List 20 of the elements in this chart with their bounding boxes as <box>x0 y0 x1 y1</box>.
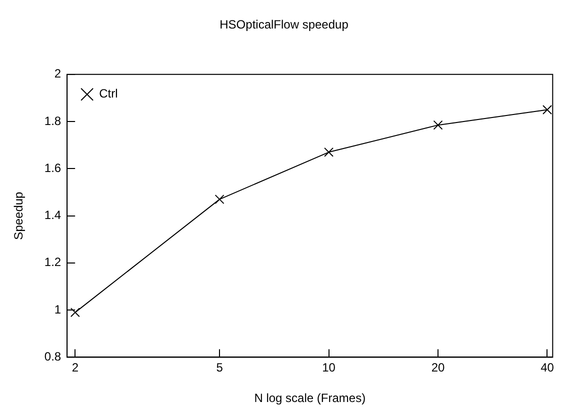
y-tick-label: 0.8 <box>44 350 62 364</box>
point <box>214 194 224 204</box>
point <box>324 147 334 157</box>
x-tick-label: 40 <box>540 360 554 375</box>
y-tick-label: 1.2 <box>44 255 62 270</box>
y-tick-label: 1.4 <box>44 208 62 222</box>
x-tick-label: 10 <box>322 360 336 375</box>
legend-label: Ctrl <box>99 86 118 101</box>
point <box>542 105 552 114</box>
x-tick-label: 2 <box>72 360 79 375</box>
y-tick-label: 1.8 <box>44 114 62 128</box>
y-axis-title: Speedup <box>12 191 26 240</box>
x-tick-label: 20 <box>431 360 446 375</box>
y-tick-label: 1 <box>54 302 62 316</box>
point <box>433 120 443 130</box>
x-axis-title: N log scale (Frames) <box>254 391 366 406</box>
x-tick-label: 5 <box>216 360 224 375</box>
y-tick-label: 1.6 <box>44 160 62 175</box>
y-tick-label: 2 <box>54 66 62 81</box>
chart-title: HSOpticalFlow speedup <box>220 18 349 32</box>
